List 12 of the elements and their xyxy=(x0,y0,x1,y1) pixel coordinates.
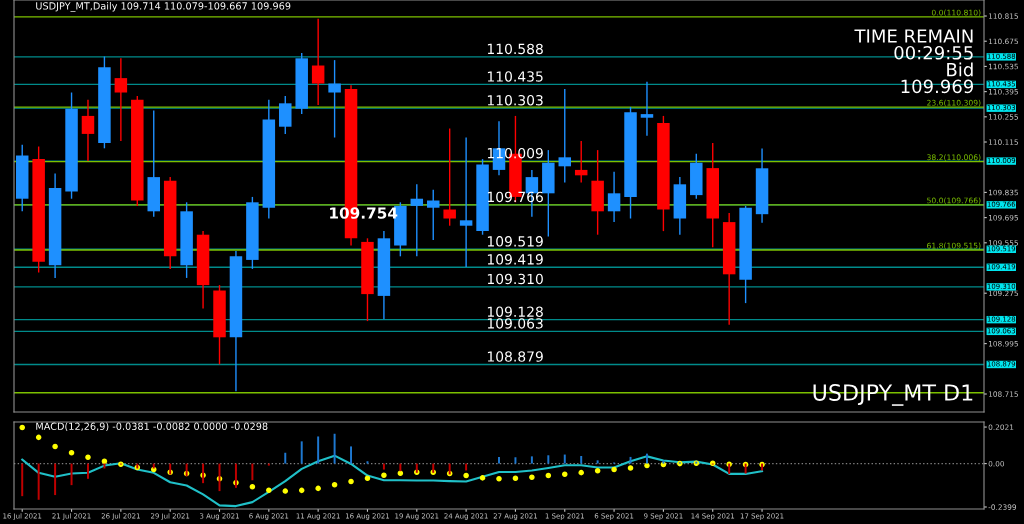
chart-title: USDJPY_MT,Daily 109.714 110.079-109.667 109.969 xyxy=(36,2,291,12)
ref-line-label: 108.879 xyxy=(487,351,543,362)
ref-line-label: 109.128 xyxy=(487,306,543,317)
ref-line-label: 110.303 xyxy=(487,94,543,106)
ref-line-label: 109.063 xyxy=(487,318,543,329)
ref-line-label: 109.419 xyxy=(487,254,543,265)
ref-line-label: 110.588 xyxy=(487,43,543,55)
annotation: TIME REMAIN 00:29:55 Bid 109.969 xyxy=(854,29,974,94)
ref-line-label: 109.519 xyxy=(487,236,543,247)
chart-title: MACD(12,26,9) -0.0381 -0.0082 0.0000 -0.0298 xyxy=(36,422,268,432)
ref-line-label: 109.310 xyxy=(487,273,543,285)
ref-line-label: 110.435 xyxy=(487,71,543,82)
